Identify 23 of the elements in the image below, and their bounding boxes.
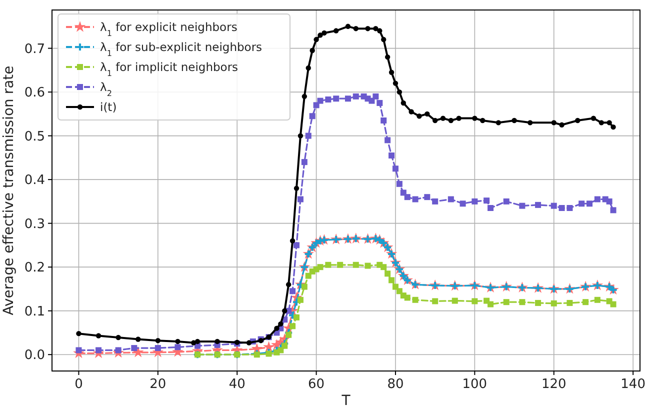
y-tick-label: 0.3 <box>24 216 45 232</box>
legend-label: λ$_{1}$ for implicit neighbors <box>100 60 238 78</box>
x-tick-label: 80 <box>387 377 404 392</box>
x-tick-label: 20 <box>150 377 166 392</box>
y-tick-label: 0.0 <box>24 348 45 364</box>
y-tick-label: 0.5 <box>24 129 45 144</box>
legend-label: λ$_{1}$ for explicit neighbors <box>100 20 238 38</box>
x-axis-title: T <box>340 393 351 409</box>
x-tick-label: 140 <box>620 377 646 392</box>
legend-label: i(t) <box>100 100 117 114</box>
x-tick-label: 40 <box>228 377 246 392</box>
y-axis-title: Average effective transmission rate <box>1 66 17 316</box>
x-tick-label: 120 <box>541 377 566 392</box>
x-tick-label: 100 <box>462 377 488 392</box>
legend-label: λ$_{2}$ <box>100 80 112 98</box>
x-tick-label: 0 <box>74 377 83 392</box>
y-tick-label: 0.4 <box>24 173 45 188</box>
legend-label: λ$_{1}$ for sub-explicit neighbors <box>100 40 262 58</box>
y-tick-label: 0.6 <box>24 86 45 101</box>
y-tick-label: 0.1 <box>24 304 45 320</box>
x-tick-label: 60 <box>308 377 325 392</box>
y-tick-label: 0.7 <box>24 42 45 57</box>
y-tick-label: 0.2 <box>24 260 45 276</box>
